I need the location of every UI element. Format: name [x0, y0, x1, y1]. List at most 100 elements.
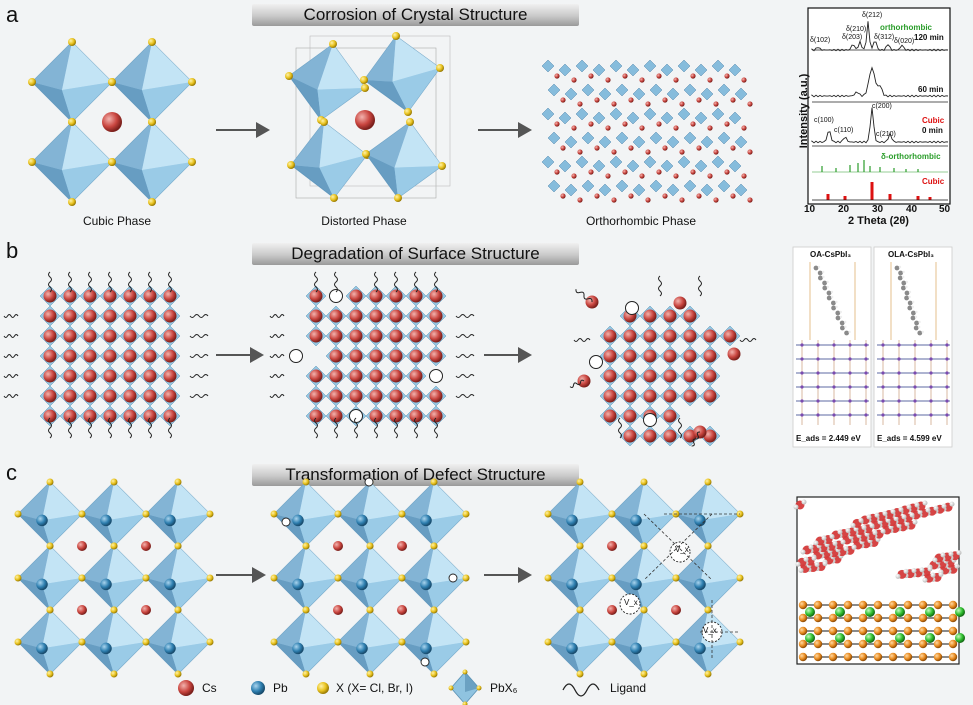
cs-atom [663, 409, 677, 423]
cs-atom [333, 605, 343, 615]
ligand-chain [698, 275, 702, 297]
surface-structure-partial [269, 271, 475, 439]
cs-atom [605, 173, 611, 179]
vacancy-circle [420, 657, 430, 667]
pb-atom [356, 578, 368, 591]
x-atom [398, 574, 406, 582]
dft-atom [929, 413, 933, 417]
pb-atom [36, 578, 48, 591]
ligand-chain [88, 271, 92, 293]
dft-atom [913, 371, 917, 375]
md-metal-atom [813, 652, 823, 662]
cs-atom [723, 329, 737, 343]
cs-atom [594, 193, 600, 199]
md-metal-atom [858, 600, 868, 610]
xrd-xtick-40: 40 [906, 204, 918, 215]
cs-atom [623, 329, 637, 343]
cs-atom [329, 329, 343, 343]
x-atom [608, 510, 616, 518]
legend-cs-icon [178, 680, 194, 696]
dft-atom [816, 399, 820, 403]
octahedron-face [298, 578, 338, 610]
ligand-chain [108, 271, 112, 293]
md-metal-atom [948, 639, 958, 649]
octahedron-face [142, 42, 192, 90]
cs-atom [43, 409, 57, 423]
cs-atom [43, 289, 57, 303]
ortho-octahedron [632, 87, 646, 101]
dft-atom [945, 385, 949, 389]
dft-right-energy: E_ads = 4.599 eV [877, 434, 942, 443]
md-metal-atom [948, 626, 958, 636]
octahedron-face [291, 165, 334, 198]
md-metal-atom [843, 639, 853, 649]
ortho-octahedron [626, 111, 640, 125]
octahedron-face [32, 162, 72, 202]
md-hydrogen [822, 561, 828, 567]
cs-atom [577, 101, 583, 107]
cs-atom [349, 349, 363, 363]
ortho-octahedron [541, 59, 555, 73]
defect-structure-vacancies [270, 477, 470, 678]
cs-atom [683, 369, 697, 383]
ortho-octahedron [581, 83, 595, 97]
surface-structure-degraded [569, 275, 757, 447]
octahedron-face [42, 610, 82, 649]
octahedron-face [317, 44, 365, 90]
md-metal-atom [798, 600, 808, 610]
md-halide-atom [925, 633, 935, 643]
md-halide-atom [805, 633, 815, 643]
x-atom [14, 510, 22, 518]
cs-atom [696, 193, 702, 199]
cs-atom [369, 409, 383, 423]
dft-molecule-atom [839, 320, 845, 326]
octahedron-face [426, 610, 466, 649]
dft-atom [864, 343, 868, 347]
cs-atom [645, 149, 651, 155]
dft-molecule-h [835, 300, 838, 304]
dft-molecule-atom [822, 280, 827, 286]
caption-distorted-phase: Distorted Phase [321, 214, 407, 228]
dft-atom [881, 413, 885, 417]
dft-atom [864, 413, 868, 417]
cs-atom [163, 409, 177, 423]
cs-atom [622, 169, 628, 175]
cs-atom [103, 389, 117, 403]
xrd-xtick-50: 50 [939, 204, 951, 215]
cs-atom [349, 389, 363, 403]
octahedron-face [106, 482, 146, 521]
cs-atom [83, 289, 97, 303]
cs-atom [554, 169, 560, 175]
octahedron-face [548, 610, 580, 649]
ligand-chain [575, 289, 593, 303]
dft-atom [897, 343, 901, 347]
xrd-peak-d102: δ(102) [810, 37, 831, 44]
vacancy-circle [589, 355, 603, 369]
vacancy-label-3: V_x [703, 626, 717, 635]
cs-atom [63, 409, 77, 423]
octahedron-face [338, 610, 370, 649]
octahedron-face [392, 36, 440, 82]
ortho-octahedron [649, 83, 663, 97]
cs-atom [707, 125, 713, 131]
xrd-label-0min: 0 min [922, 126, 943, 135]
x-atom [302, 670, 310, 678]
xrd-label-orthorhombic: orthorhombic [880, 23, 932, 32]
x-atom [360, 76, 368, 84]
vacancy-label-2: V_x [624, 598, 638, 607]
dft-molecule-atom [904, 295, 909, 301]
md-hydrogen [843, 546, 849, 552]
dft-left-energy: E_ads = 2.449 eV [796, 434, 861, 443]
cs-atom [577, 197, 583, 203]
md-hydrogen [938, 571, 944, 577]
cs-atom [690, 121, 696, 127]
dft-molecule-h [918, 325, 921, 329]
octahedron-face [636, 482, 676, 521]
md-metal-atom [918, 600, 928, 610]
octahedron-face [319, 122, 367, 168]
pb-atom [100, 578, 112, 591]
dft-molecule-atom [913, 325, 919, 331]
x-atom [462, 510, 470, 518]
cs-atom [747, 197, 753, 203]
cs-atom [554, 121, 560, 127]
